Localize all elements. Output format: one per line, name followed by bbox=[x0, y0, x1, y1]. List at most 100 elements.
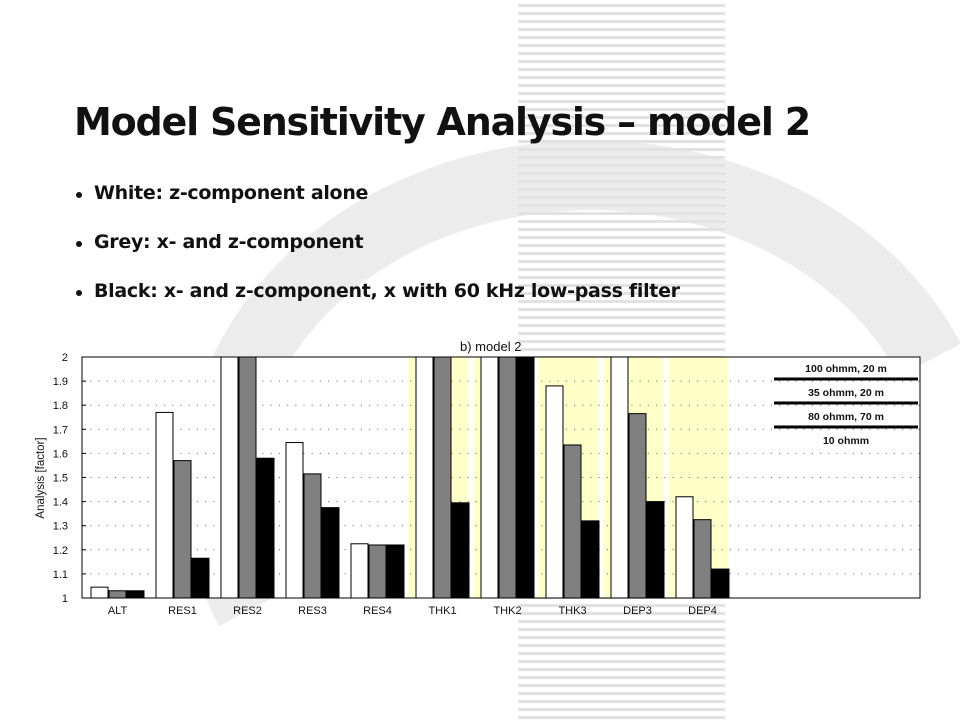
stripe bbox=[518, 604, 725, 607]
stripe bbox=[518, 628, 725, 631]
bar bbox=[126, 590, 145, 599]
y-tick-label: 1.5 bbox=[53, 473, 68, 485]
bar bbox=[191, 557, 210, 599]
bar bbox=[415, 356, 434, 599]
stripe bbox=[518, 300, 725, 303]
x-tick-label: DEP3 bbox=[623, 605, 652, 617]
stripe bbox=[518, 132, 725, 135]
stripe bbox=[518, 236, 725, 239]
stripe bbox=[518, 172, 725, 175]
stripe bbox=[518, 228, 725, 231]
bullet-dot-icon bbox=[76, 192, 82, 198]
x-tick-label: RES4 bbox=[363, 605, 392, 617]
stripe bbox=[518, 92, 725, 95]
stripe bbox=[518, 692, 725, 695]
bullet-text: Grey: x- and z-component bbox=[94, 231, 364, 253]
stripe bbox=[518, 636, 725, 639]
stripe bbox=[518, 708, 725, 711]
stripe bbox=[518, 284, 725, 287]
y-tick-label: 1.2 bbox=[53, 545, 68, 557]
stripe bbox=[518, 140, 725, 143]
stripe bbox=[518, 268, 725, 271]
bar bbox=[563, 444, 582, 599]
stripe bbox=[518, 244, 725, 247]
y-tick-label: 1.3 bbox=[53, 521, 68, 533]
legend-entry: 10 ohmm bbox=[823, 435, 869, 447]
bar bbox=[238, 356, 257, 599]
bar bbox=[155, 411, 174, 599]
stripe bbox=[518, 156, 725, 159]
stripe bbox=[518, 60, 725, 63]
x-tick-label: DEP4 bbox=[688, 605, 717, 617]
stripe bbox=[518, 196, 725, 199]
stripe bbox=[518, 292, 725, 295]
bar bbox=[386, 544, 405, 599]
y-tick-label: 1.6 bbox=[53, 448, 68, 460]
stripe bbox=[518, 212, 725, 215]
bullet-item-white: White: z-component alone bbox=[74, 182, 680, 231]
stripe bbox=[518, 340, 725, 343]
bar bbox=[498, 356, 517, 599]
stripe bbox=[518, 316, 725, 319]
bullet-dot-icon bbox=[76, 290, 82, 296]
stripe bbox=[518, 100, 725, 103]
bar bbox=[220, 356, 239, 599]
stripe bbox=[518, 668, 725, 671]
x-tick-label: ALT bbox=[108, 605, 128, 617]
stripe bbox=[518, 684, 725, 687]
chart-title: b) model 2 bbox=[460, 339, 521, 354]
stripe bbox=[518, 12, 725, 15]
bar bbox=[610, 356, 629, 599]
bar bbox=[646, 501, 665, 599]
bar bbox=[173, 460, 192, 599]
legend-entry: 80 ohmm, 70 m bbox=[808, 411, 884, 423]
x-tick-label: THK2 bbox=[493, 605, 521, 617]
stripe bbox=[518, 204, 725, 207]
bar bbox=[256, 457, 275, 599]
bar bbox=[675, 496, 694, 599]
bar bbox=[285, 442, 304, 599]
bar bbox=[581, 520, 600, 599]
y-tick-label: 1.8 bbox=[53, 400, 68, 412]
bar bbox=[350, 543, 369, 599]
bar bbox=[516, 356, 535, 599]
stripe bbox=[518, 652, 725, 655]
stripe bbox=[518, 716, 725, 719]
bar bbox=[480, 356, 499, 599]
y-tick-label: 1.1 bbox=[53, 569, 68, 581]
bullet-item-black: Black: x- and z-component, x with 60 kHz… bbox=[74, 280, 680, 329]
bar bbox=[303, 473, 322, 599]
stripe bbox=[518, 36, 725, 39]
stripe bbox=[518, 20, 725, 23]
x-tick-label: RES3 bbox=[298, 605, 327, 617]
stripe bbox=[518, 188, 725, 191]
slide-title: Model Sensitivity Analysis – model 2 bbox=[74, 100, 811, 144]
x-tick-label: THK1 bbox=[428, 605, 456, 617]
bar bbox=[545, 385, 564, 599]
stripe bbox=[518, 116, 725, 119]
stripe bbox=[518, 660, 725, 663]
bar bbox=[628, 413, 647, 599]
stripe bbox=[518, 108, 725, 111]
bullet-dot-icon bbox=[76, 241, 82, 247]
stripe bbox=[518, 28, 725, 31]
stripe bbox=[518, 644, 725, 647]
x-tick-label: RES1 bbox=[168, 605, 197, 617]
stripe bbox=[518, 324, 725, 327]
bar bbox=[321, 507, 340, 599]
stripe bbox=[518, 348, 725, 351]
stripe bbox=[518, 52, 725, 55]
legend-entry: 35 ohmm, 20 m bbox=[808, 387, 884, 399]
stripe bbox=[518, 4, 725, 7]
bullet-list: White: z-component alone Grey: x- and z-… bbox=[74, 182, 680, 329]
bullet-item-grey: Grey: x- and z-component bbox=[74, 231, 680, 280]
stripe bbox=[518, 252, 725, 255]
stripe bbox=[518, 676, 725, 679]
stripe bbox=[518, 84, 725, 87]
bar bbox=[451, 502, 470, 599]
x-tick-label: THK3 bbox=[558, 605, 586, 617]
stripe bbox=[518, 260, 725, 263]
stripe bbox=[518, 308, 725, 311]
stripe bbox=[518, 180, 725, 183]
